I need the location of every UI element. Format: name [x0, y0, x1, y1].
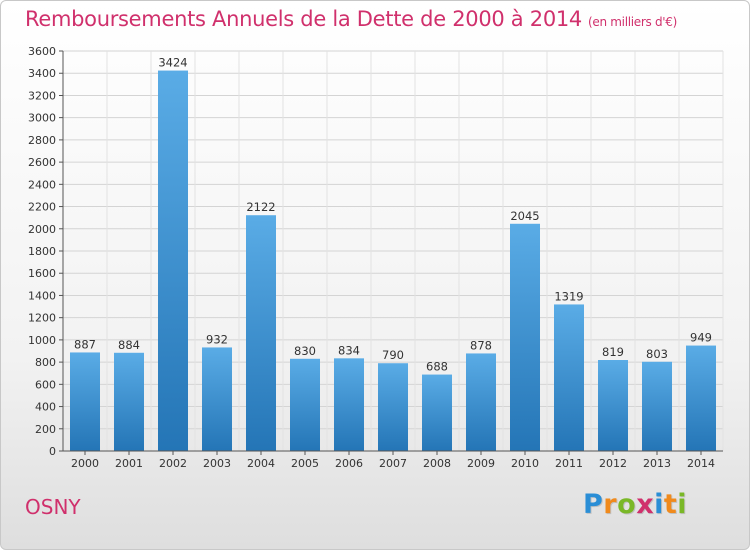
y-tick-label: 2000 — [28, 223, 56, 236]
bar — [510, 223, 540, 451]
logo-letter: o — [617, 489, 637, 520]
bar-value-label: 932 — [206, 332, 228, 346]
bar — [686, 345, 716, 451]
bar-value-label: 878 — [470, 338, 492, 352]
bar — [70, 352, 100, 451]
proxiti-logo: Proxiti — [583, 489, 687, 520]
y-tick-label: 1200 — [28, 312, 56, 325]
y-tick-label: 600 — [35, 378, 56, 391]
y-tick-label: 3600 — [28, 45, 56, 58]
y-tick-label: 400 — [35, 401, 56, 414]
y-tick-label: 2600 — [28, 156, 56, 169]
bar-value-label: 803 — [646, 347, 668, 361]
x-tick-label: 2001 — [115, 457, 143, 470]
bar-value-label: 884 — [118, 338, 140, 352]
x-tick-label: 2006 — [335, 457, 363, 470]
bar-value-label: 2045 — [510, 209, 539, 223]
bar-value-label: 790 — [382, 348, 404, 362]
title-unit: (en milliers d'€) — [588, 15, 678, 29]
x-tick-label: 2003 — [203, 457, 231, 470]
bar — [422, 374, 452, 451]
bar-value-label: 830 — [294, 344, 316, 358]
y-tick-label: 0 — [49, 445, 56, 458]
bar-value-label: 819 — [602, 345, 624, 359]
bar — [466, 353, 496, 451]
y-tick-label: 2200 — [28, 201, 56, 214]
bar — [598, 360, 628, 451]
y-tick-label: 1000 — [28, 334, 56, 347]
y-tick-label: 1600 — [28, 267, 56, 280]
bar — [378, 363, 408, 451]
x-tick-label: 2007 — [379, 457, 407, 470]
bar — [202, 347, 232, 451]
logo-letter: i — [677, 489, 688, 520]
x-tick-label: 2009 — [467, 457, 495, 470]
y-tick-label: 3000 — [28, 112, 56, 125]
x-tick-label: 2013 — [643, 457, 671, 470]
logo-letter: P — [583, 489, 604, 520]
logo-letter: r — [603, 489, 618, 520]
y-tick-label: 800 — [35, 356, 56, 369]
logo-letter: t — [663, 489, 678, 520]
x-tick-label: 2011 — [555, 457, 583, 470]
y-tick-label: 1800 — [28, 245, 56, 258]
y-tick-label: 1400 — [28, 289, 56, 302]
logo-letter: x — [636, 489, 655, 520]
bars: 887 884 3424 932 2122 830 834 790 688 878 2045 1319… — [70, 56, 716, 452]
commune-name: OSNY — [25, 495, 81, 519]
logo-letter: i — [654, 489, 664, 520]
x-tick-label: 2010 — [511, 457, 539, 470]
y-tick-label: 200 — [35, 423, 56, 436]
bar-value-label: 688 — [426, 360, 448, 374]
title-text: Remboursements Annuels de la Dette de 20… — [25, 7, 582, 31]
bar — [554, 304, 584, 451]
x-tick-label: 2005 — [291, 457, 319, 470]
y-tick-label: 2800 — [28, 134, 56, 147]
y-axis: 0 200 400 600 800 1000 1200 1400 1600 1800 2000 220… — [28, 45, 64, 458]
x-tick-label: 2002 — [159, 457, 187, 470]
y-tick-label: 2400 — [28, 178, 56, 191]
bar — [642, 361, 672, 451]
bar-value-label: 1319 — [554, 289, 583, 303]
bar-value-label: 949 — [690, 331, 712, 345]
x-tick-label: 2014 — [687, 457, 715, 470]
bar — [158, 70, 188, 452]
chart-title: Remboursements Annuels de la Dette de 20… — [25, 7, 677, 31]
bar-value-label: 887 — [74, 337, 96, 351]
bar-value-label: 834 — [338, 343, 360, 357]
x-tick-label: 2008 — [423, 457, 451, 470]
y-tick-label: 3400 — [28, 67, 56, 80]
y-tick-label: 3200 — [28, 89, 56, 102]
bar-value-label: 2122 — [246, 200, 275, 214]
x-tick-label: 2004 — [247, 457, 275, 470]
x-tick-label: 2000 — [71, 457, 99, 470]
bar-value-label: 3424 — [158, 56, 187, 70]
x-tick-label: 2012 — [599, 457, 627, 470]
bar — [290, 358, 320, 451]
bar — [114, 352, 144, 451]
bar — [334, 358, 364, 451]
bar — [246, 215, 276, 451]
x-axis: 2000 2001 2002 2003 2004 2005 2006 2007 2008 2009… — [63, 450, 723, 470]
